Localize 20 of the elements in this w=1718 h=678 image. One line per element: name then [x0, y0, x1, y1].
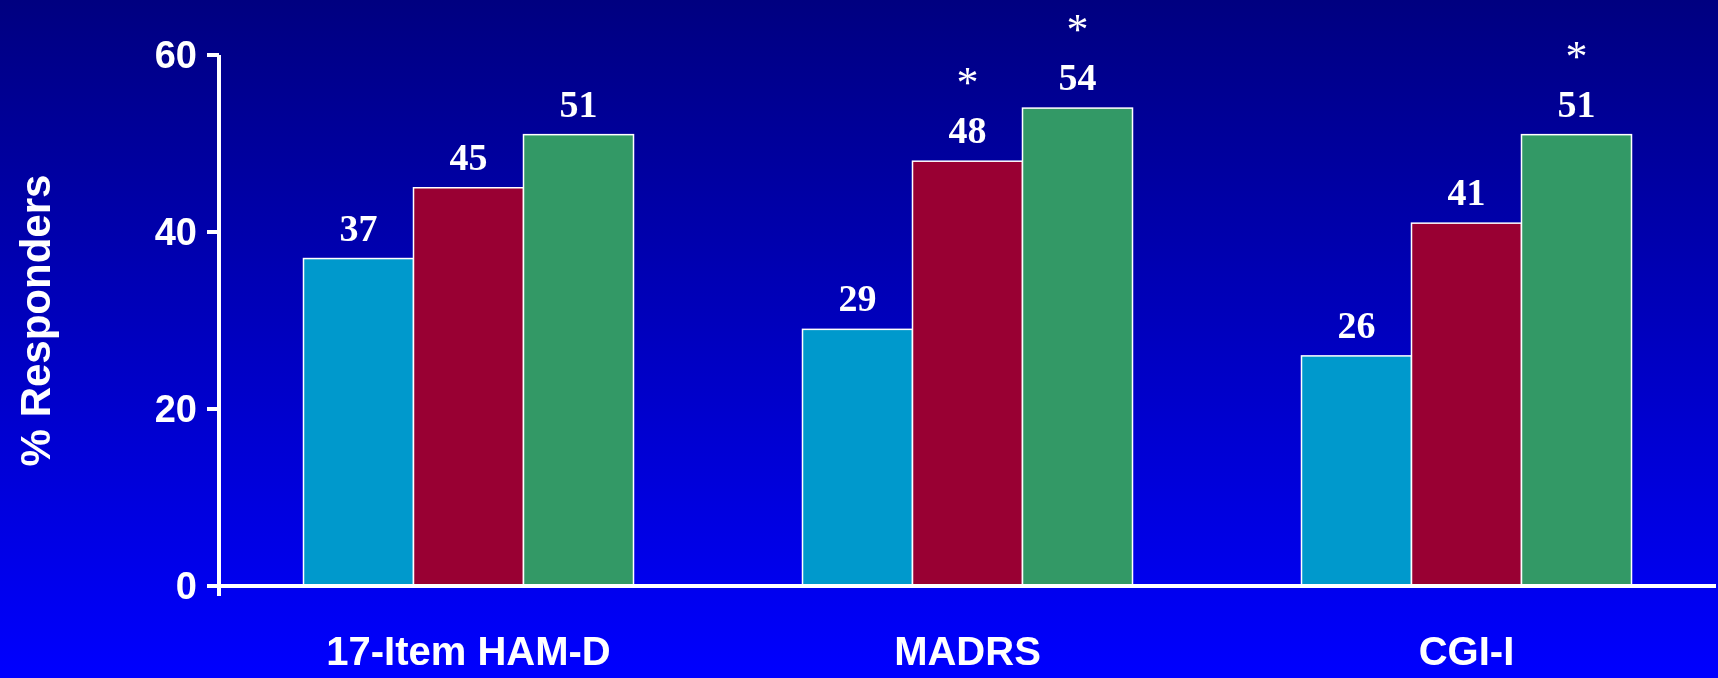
data-label: 54 — [1058, 56, 1097, 99]
data-label: 51 — [1557, 82, 1596, 125]
data-label: 45 — [449, 135, 488, 178]
data-label: 26 — [1337, 303, 1376, 346]
data-label: 29 — [838, 277, 877, 320]
text: * — [1066, 5, 1089, 55]
annotation: * — [956, 58, 979, 108]
y-tick-label: 60 — [154, 34, 197, 77]
annotation: * — [1565, 31, 1588, 81]
x-tick-label: MADRS — [894, 629, 1041, 673]
data-label: 37 — [339, 206, 378, 249]
y-tick-label: 0 — [175, 565, 197, 608]
y-tick-label: 20 — [154, 388, 197, 431]
data-label: 41 — [1447, 171, 1486, 214]
x-tick-label: 17-Item HAM-D — [326, 629, 611, 673]
y-axis-title: % Responders — [12, 174, 59, 467]
x-tick-label: CGI-I — [1418, 629, 1515, 673]
data-label: 51 — [559, 82, 598, 125]
data-label: 48 — [948, 109, 987, 152]
y-tick-label: 40 — [154, 211, 197, 254]
